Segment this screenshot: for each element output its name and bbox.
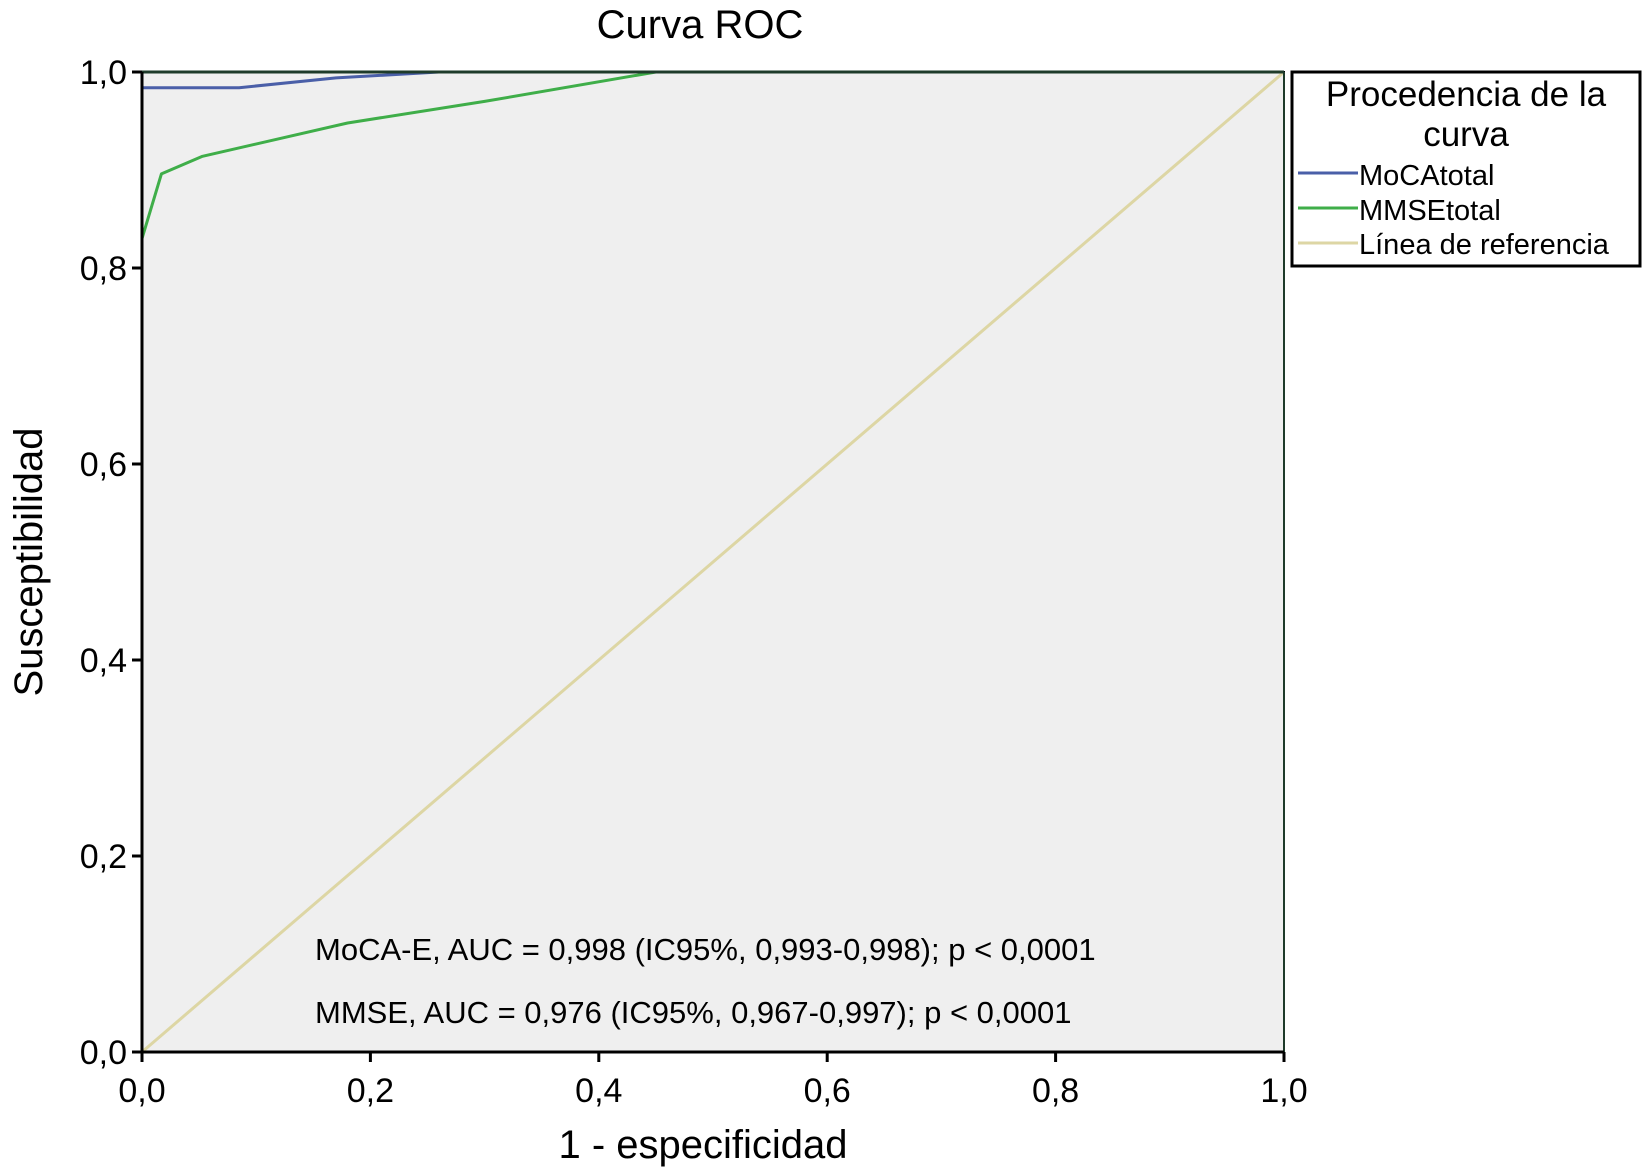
x-axis-ticks: 0,0 0,2 0,4 0,6 0,8 1,0 <box>118 1052 1308 1110</box>
y-tick-label: 0,6 <box>80 446 127 484</box>
x-tick-label: 0,0 <box>118 1072 165 1110</box>
reference-line <box>141 70 1285 1054</box>
legend-entry-mmse: MMSEtotal <box>1359 195 1501 227</box>
x-tick-label: 0,8 <box>1032 1072 1079 1110</box>
mmse-roc-curve <box>140 70 1284 1052</box>
legend-box <box>1290 70 1642 268</box>
legend-title-line2: curva <box>1423 115 1509 154</box>
y-tick-label: 0,4 <box>80 642 127 680</box>
moca-auc-annotation: MoCA-E, AUC = 0,998 (IC95%, 0,993-0,998)… <box>315 932 1096 967</box>
y-axis-ticks: 0,0 0,2 0,4 0,6 0,8 1,0 <box>80 54 142 1072</box>
series-layer <box>140 70 1285 1054</box>
legend: Procedencia de la curva MoCAtotal MMSEto… <box>1290 70 1642 268</box>
x-tick-label: 0,6 <box>804 1072 851 1110</box>
legend-title-line1: Procedencia de la <box>1326 75 1607 114</box>
y-tick-label: 0,0 <box>80 1034 127 1072</box>
mmse-auc-annotation: MMSE, AUC = 0,976 (IC95%, 0,967-0,997); … <box>315 995 1072 1030</box>
legend-entry-moca: MoCAtotal <box>1359 160 1494 192</box>
x-tick-label: 0,2 <box>347 1072 394 1110</box>
y-tick-label: 1,0 <box>80 54 127 92</box>
chart-title: Curva ROC <box>597 3 804 47</box>
y-axis-label: Susceptibilidad <box>7 427 51 696</box>
x-tick-label: 1,0 <box>1260 1072 1307 1110</box>
x-tick-label: 0,4 <box>575 1072 622 1110</box>
y-tick-label: 0,2 <box>80 838 127 876</box>
x-axis-label: 1 - especificidad <box>558 1123 847 1167</box>
y-tick-label: 0,8 <box>80 250 127 288</box>
legend-entry-reference: Línea de referencia <box>1359 229 1610 261</box>
